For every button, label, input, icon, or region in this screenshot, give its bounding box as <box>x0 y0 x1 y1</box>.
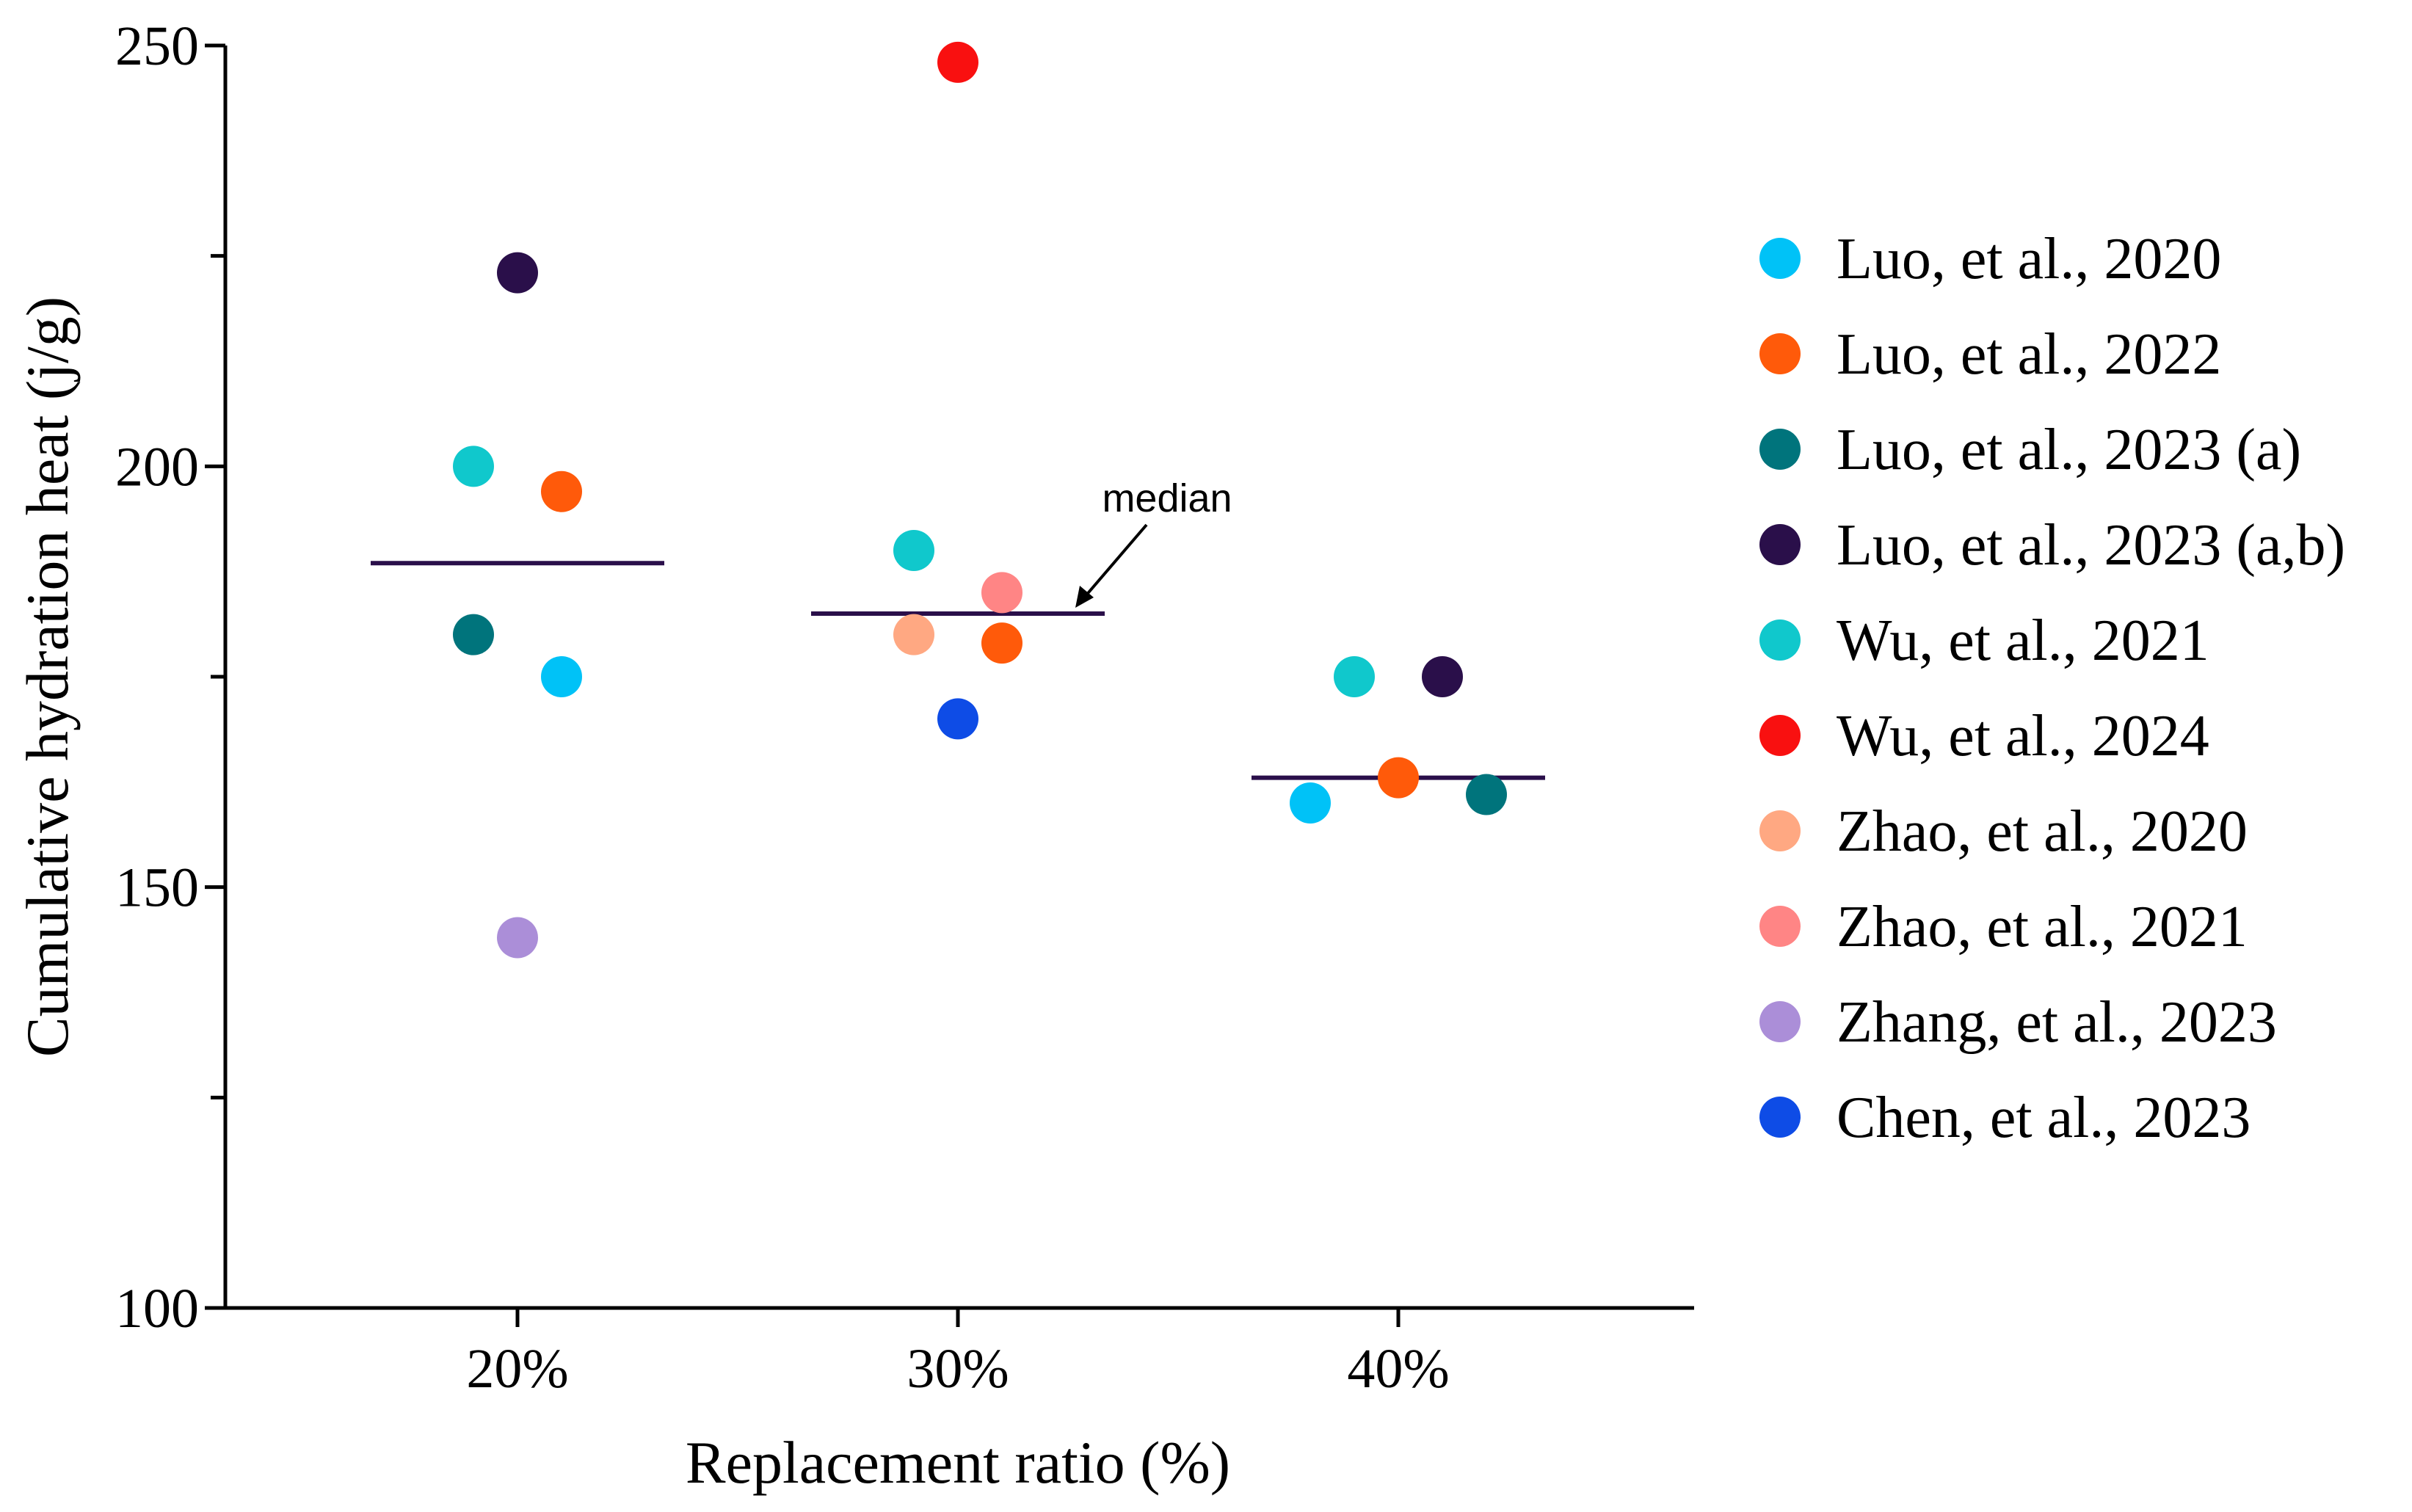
data-point <box>541 470 582 512</box>
legend-label: Luo, et al., 2023 (a) <box>1837 418 2301 482</box>
data-point <box>1422 656 1463 697</box>
y-axis-label: Cumulative hydration heat (j/g) <box>14 297 81 1057</box>
median-annotation-arrow <box>1083 523 1148 598</box>
data-point <box>893 530 934 571</box>
x-axis-label: Replacement ratio (%) <box>686 1429 1230 1496</box>
y-tick-label: 200 <box>115 436 199 498</box>
data-point <box>937 698 978 740</box>
legend-label: Luo, et al., 2022 <box>1837 322 2221 387</box>
legend: Luo, et al., 2020 Luo, et al., 2022 Luo, e… <box>1759 227 2345 1150</box>
x-tick-label: 20% <box>466 1338 568 1400</box>
data-point <box>981 572 1022 614</box>
y-tick-label: 100 <box>115 1278 199 1340</box>
data-point <box>1466 774 1507 815</box>
data-point <box>541 656 582 697</box>
legend-marker <box>1759 333 1801 374</box>
median-annotation-arrowhead <box>1075 586 1094 608</box>
legend-marker <box>1759 619 1801 661</box>
data-point <box>937 41 978 83</box>
legend-label: Zhao, et al., 2021 <box>1837 895 2248 959</box>
legend-marker <box>1759 715 1801 756</box>
data-point <box>497 917 538 959</box>
y-ticks: 100 150 200 250 <box>115 15 225 1340</box>
axes <box>223 46 1694 1310</box>
x-tick-label: 40% <box>1347 1338 1449 1400</box>
y-tick-label: 250 <box>115 15 199 77</box>
legend-marker <box>1759 810 1801 851</box>
legend-label: Zhang, et al., 2023 <box>1837 990 2277 1055</box>
data-point <box>981 622 1022 664</box>
legend-marker <box>1759 524 1801 565</box>
data-point <box>1334 656 1375 697</box>
legend-label: Wu, et al., 2024 <box>1837 704 2209 768</box>
legend-label: Chen, et al., 2023 <box>1837 1086 2251 1150</box>
legend-label: Zhao, et al., 2020 <box>1837 799 2248 864</box>
legend-marker <box>1759 906 1801 947</box>
data-points <box>453 41 1507 959</box>
data-point <box>453 446 494 487</box>
data-point <box>1290 782 1331 824</box>
data-point <box>893 614 934 655</box>
legend-marker <box>1759 429 1801 470</box>
legend-label: Luo, et al., 2023 (a,b) <box>1837 513 2345 578</box>
median-annotation-label: median <box>1102 476 1232 520</box>
legend-label: Luo, et al., 2020 <box>1837 227 2221 291</box>
median-annotation: median <box>1075 476 1232 608</box>
legend-marker <box>1759 238 1801 279</box>
x-tick-label: 30% <box>907 1338 1009 1400</box>
data-point <box>1378 757 1419 799</box>
data-point <box>453 614 494 655</box>
x-ticks: 20% 30% 40% <box>466 1308 1450 1400</box>
data-point <box>497 252 538 294</box>
y-tick-label: 150 <box>115 857 199 919</box>
legend-marker <box>1759 1097 1801 1138</box>
legend-label: Wu, et al., 2021 <box>1837 608 2209 673</box>
legend-marker <box>1759 1001 1801 1042</box>
